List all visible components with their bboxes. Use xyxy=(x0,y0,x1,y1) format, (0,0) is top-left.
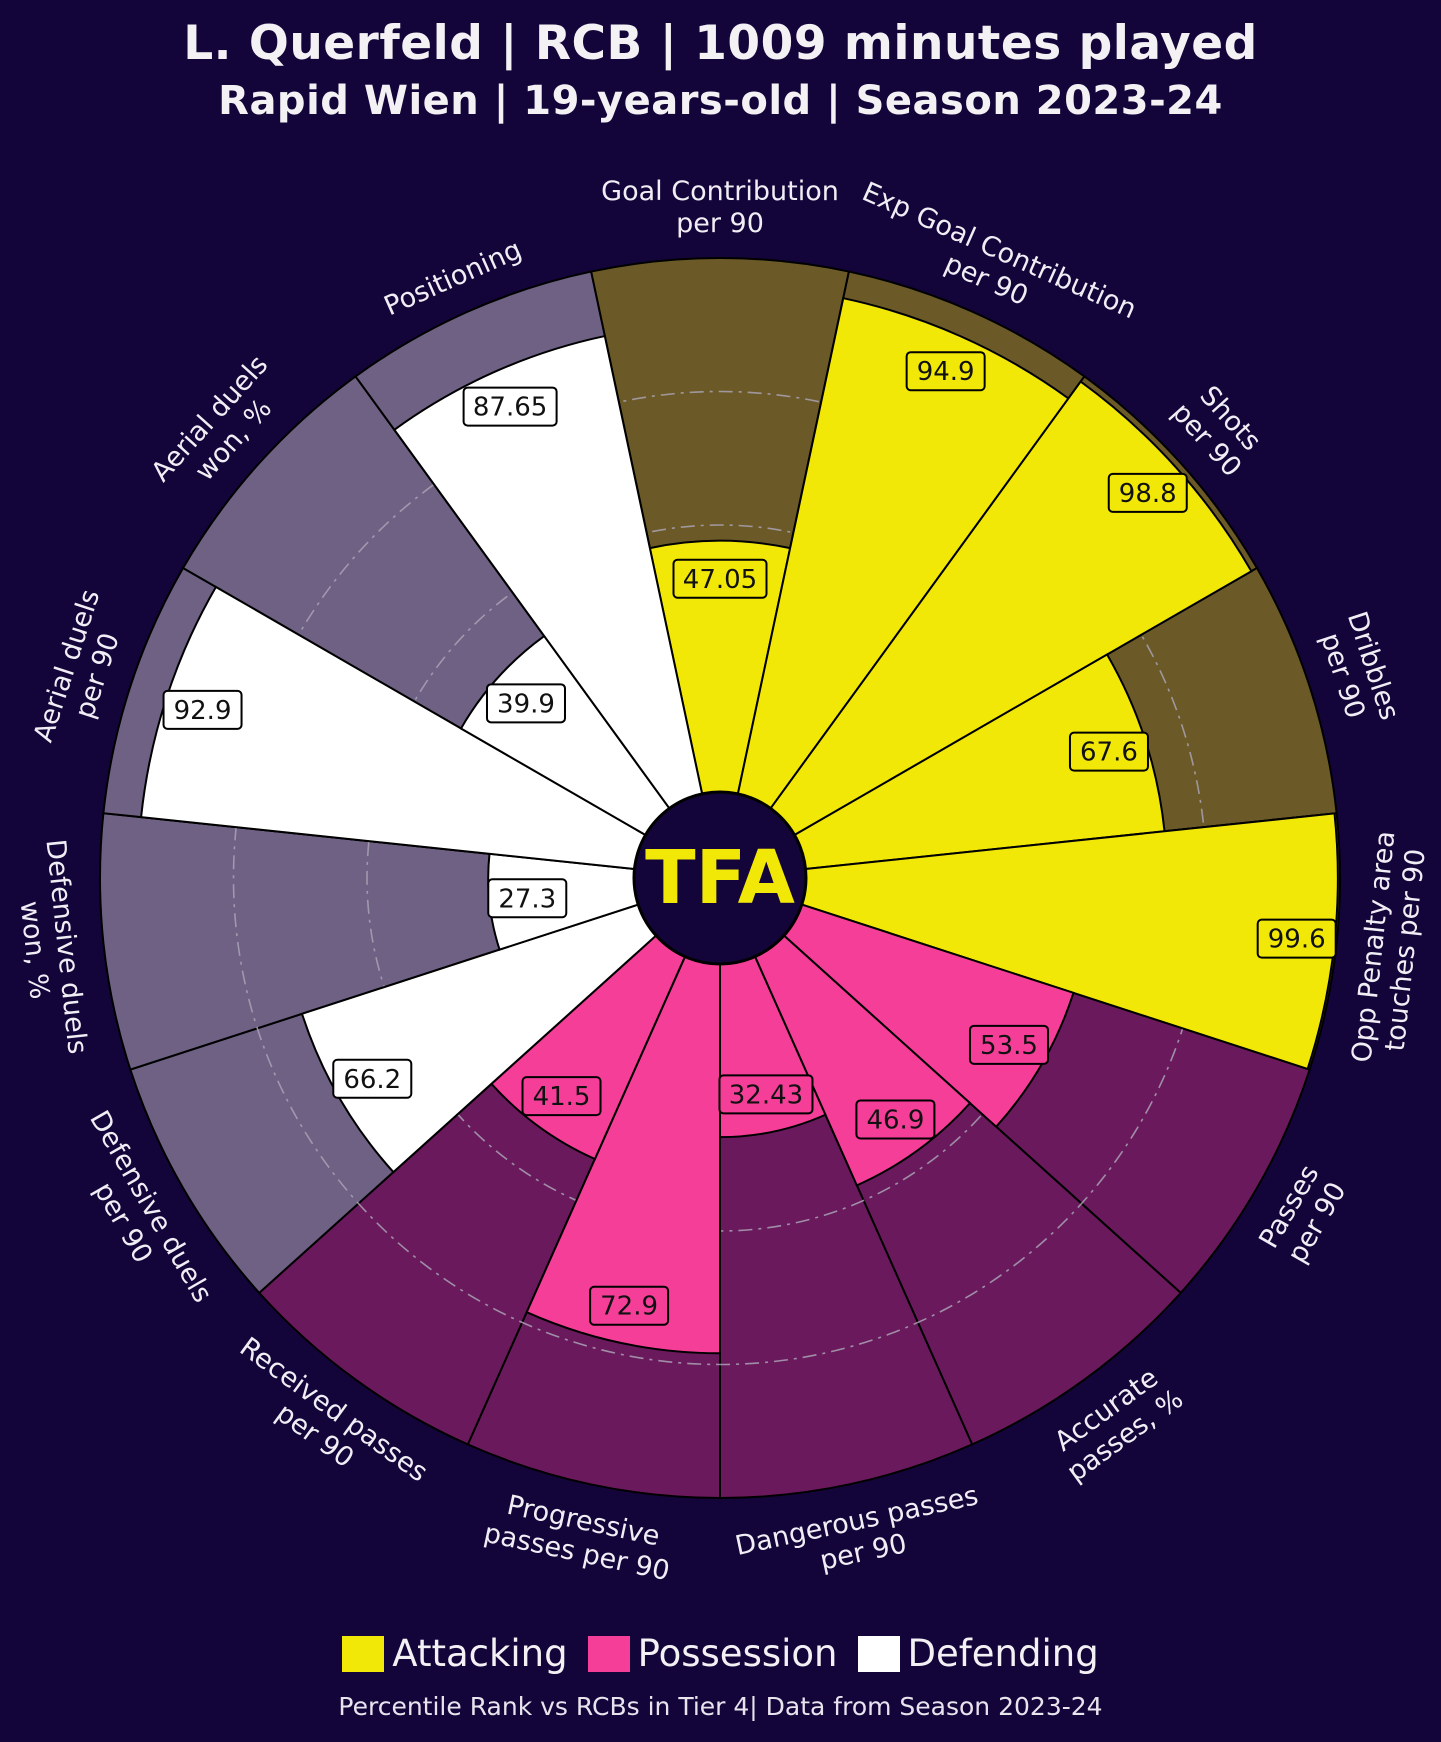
chart-subtitle: Rapid Wien | 19-years-old | Season 2023-… xyxy=(218,78,1223,124)
legend-item-possession: Possession xyxy=(587,1632,838,1675)
value-label-text: 94.9 xyxy=(917,357,975,387)
value-label-text: 98.8 xyxy=(1119,479,1177,509)
value-label-box xyxy=(487,878,568,919)
value-label: 92.9 xyxy=(162,689,243,730)
legend-label-attacking: Attacking xyxy=(392,1632,568,1675)
value-label-text: 99.6 xyxy=(1268,925,1326,955)
value-label: 99.6 xyxy=(1256,918,1337,959)
value-label-box xyxy=(718,1074,814,1115)
value-label: 53.5 xyxy=(968,1024,1049,1065)
value-label-box xyxy=(1068,731,1149,772)
value-label: 72.9 xyxy=(589,1285,670,1326)
value-label: 41.5 xyxy=(521,1076,602,1117)
value-label-box xyxy=(589,1285,670,1326)
legend-swatch-attacking xyxy=(342,1635,385,1672)
value-label-text: 32.43 xyxy=(729,1080,803,1110)
legend-item-attacking: Attacking xyxy=(342,1632,568,1675)
legend: Attacking Possession Defending xyxy=(0,1632,1441,1675)
value-label-text: 87.65 xyxy=(473,393,547,423)
value-label: 47.05 xyxy=(672,558,768,599)
value-label-box xyxy=(968,1024,1049,1065)
category-label-line: per 90 xyxy=(676,208,764,239)
value-label-box xyxy=(485,683,566,724)
logo-circle xyxy=(632,790,808,966)
value-label: 32.43 xyxy=(718,1074,814,1115)
value-label-box xyxy=(1107,472,1188,513)
value-label-text: 39.9 xyxy=(497,689,555,719)
value-label-text: 92.9 xyxy=(174,696,232,726)
value-label-text: 72.9 xyxy=(600,1292,658,1322)
value-label-box xyxy=(672,558,768,599)
legend-swatch-defending xyxy=(857,1635,900,1672)
value-label: 66.2 xyxy=(332,1058,413,1099)
logo-text: TFA xyxy=(645,835,795,921)
value-label: 98.8 xyxy=(1107,472,1188,513)
value-label: 46.9 xyxy=(855,1099,936,1140)
center-logo: TFA xyxy=(632,790,808,966)
value-label-text: 67.6 xyxy=(1080,738,1138,768)
chart-title: L. Querfeld | RCB | 1009 minutes played xyxy=(183,16,1258,71)
value-label-box xyxy=(905,351,986,392)
value-label-box xyxy=(1256,918,1337,959)
legend-label-defending: Defending xyxy=(907,1632,1099,1675)
value-label-text: 27.3 xyxy=(498,884,556,914)
value-label-text: 46.9 xyxy=(866,1105,924,1135)
value-labels: 47.05 94.9 98.8 67.6 99.6 53.5 46.9 32.43 72.9 41… xyxy=(162,351,1337,1326)
value-label-text: 53.5 xyxy=(980,1031,1038,1061)
value-label-box xyxy=(855,1099,936,1140)
value-label: 94.9 xyxy=(905,351,986,392)
value-label-text: 66.2 xyxy=(343,1065,401,1095)
value-label-box xyxy=(521,1076,602,1117)
value-label-box xyxy=(462,386,558,427)
category-label-line: Goal Contribution xyxy=(601,176,839,207)
value-label-box xyxy=(162,689,243,730)
value-label: 67.6 xyxy=(1068,731,1149,772)
legend-label-possession: Possession xyxy=(637,1632,838,1675)
value-label-box xyxy=(332,1058,413,1099)
value-label-text: 41.5 xyxy=(533,1082,591,1112)
value-label-text: 47.05 xyxy=(683,565,757,595)
value-label: 27.3 xyxy=(487,878,568,919)
legend-swatch-possession xyxy=(587,1635,630,1672)
legend-item-defending: Defending xyxy=(857,1632,1099,1675)
footnote: Percentile Rank vs RCBs in Tier 4| Data … xyxy=(338,1692,1103,1721)
value-label: 39.9 xyxy=(485,683,566,724)
value-label: 87.65 xyxy=(462,386,558,427)
